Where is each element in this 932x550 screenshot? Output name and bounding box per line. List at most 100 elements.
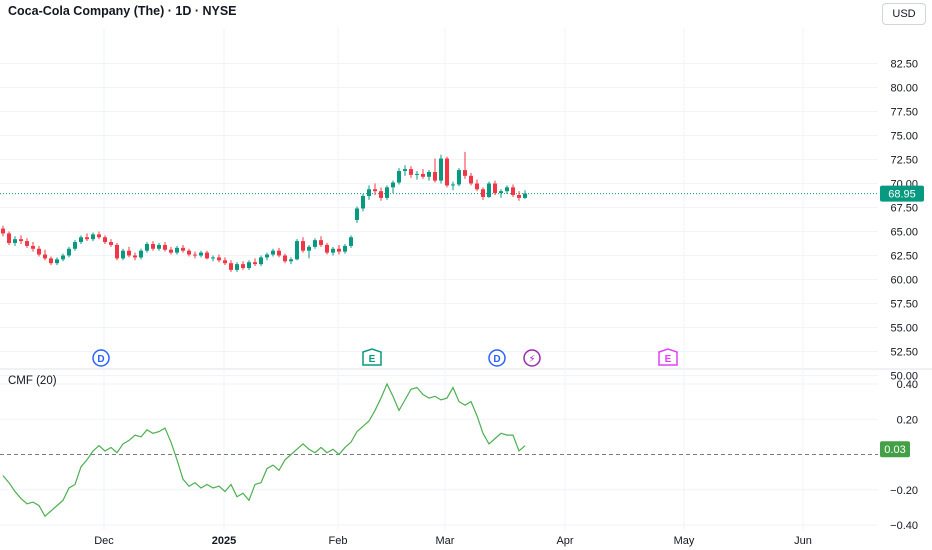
cmf-last-value-tag-label: 0.03 — [884, 444, 905, 456]
candle-body — [433, 171, 437, 181]
candle-body — [265, 254, 269, 258]
candle-body — [55, 259, 59, 264]
time-axis-tick-label: Dec — [94, 535, 114, 547]
candle-body — [415, 173, 419, 175]
cmf-indicator-title[interactable]: CMF (20) — [8, 375, 57, 387]
candle-body — [427, 171, 431, 177]
candle-body — [337, 248, 341, 252]
candle-body — [235, 264, 239, 270]
last-price-tag-bg — [880, 185, 924, 202]
time-axis-tick-label: Feb — [329, 535, 348, 547]
candle-body — [217, 257, 221, 261]
candle-body — [487, 183, 491, 197]
candle-body — [79, 237, 83, 243]
cmf-series-line — [2, 382, 526, 518]
candle-body — [271, 250, 275, 255]
candle-body — [133, 255, 137, 258]
cmf-last-value-tag-bg — [880, 441, 910, 458]
candle-body — [187, 250, 191, 255]
event-marker-shape — [523, 349, 541, 367]
event-marker-earnings-upcoming[interactable]: E — [658, 348, 678, 366]
price-grid — [0, 63, 878, 376]
cmf-axis-tick-label: 0.20 — [897, 414, 918, 426]
candle-body — [325, 244, 329, 253]
event-marker-earnings[interactable]: E — [362, 348, 382, 366]
last-price-tag: 68.95 — [880, 185, 924, 202]
event-marker-label: ⚡ — [528, 354, 535, 365]
candle-body — [295, 241, 299, 260]
candle-body — [451, 184, 455, 186]
currency-button[interactable]: USD — [882, 3, 926, 25]
time-axis-tick-label: Apr — [556, 535, 573, 547]
candle-body — [229, 263, 233, 270]
candle-body — [313, 240, 317, 247]
candle-body — [463, 170, 467, 176]
candle-body — [241, 264, 245, 268]
event-marker-dividend[interactable]: D — [488, 349, 506, 367]
candle-body — [523, 193, 527, 198]
candle-body — [475, 183, 479, 190]
candle-body — [85, 237, 89, 240]
candles — [1, 151, 527, 272]
candle-body — [319, 240, 323, 245]
candle-body — [169, 249, 173, 253]
cmf-axis-tick-label: −0.20 — [890, 485, 918, 497]
event-marker-split[interactable]: ⚡ — [523, 349, 541, 367]
candle-body — [403, 169, 407, 172]
candle-body — [211, 257, 215, 259]
price-axis-tick-label: 67.50 — [890, 203, 918, 215]
candle-body — [199, 252, 203, 256]
candle-body — [49, 258, 53, 264]
cmf-axis-tick-label: 0.40 — [897, 379, 918, 391]
event-marker-label: D — [97, 354, 104, 365]
candle-body — [277, 250, 281, 256]
candle-body — [481, 189, 485, 197]
price-axis-tick-label: 72.50 — [890, 155, 918, 167]
candle-body — [91, 234, 95, 240]
candle-body — [493, 183, 497, 194]
candle-body — [259, 257, 263, 265]
candle-body — [193, 254, 197, 256]
event-marker-label: E — [665, 354, 672, 365]
price-axis-tick-label: 82.50 — [890, 59, 918, 71]
candle-body — [343, 245, 347, 252]
event-marker-label: E — [369, 354, 376, 365]
price-axis-tick-label: 75.00 — [890, 131, 918, 143]
candle-body — [253, 262, 257, 265]
candle-body — [127, 250, 131, 256]
candle-body — [73, 242, 77, 249]
candle-body — [13, 239, 17, 244]
price-axis-tick-label: 57.50 — [890, 299, 918, 311]
price-axis-tick-label: 65.00 — [890, 227, 918, 239]
candle-body — [361, 195, 365, 209]
last-price-tag-label: 68.95 — [888, 189, 916, 201]
candle-body — [103, 237, 107, 243]
candle-body — [145, 243, 149, 251]
event-marker-dividend[interactable]: D — [92, 349, 110, 367]
candle-body — [517, 195, 521, 198]
candle-body — [115, 244, 119, 259]
candle-body — [301, 241, 305, 251]
candle-body — [157, 244, 161, 249]
candle-body — [445, 158, 449, 186]
candle-body — [121, 250, 125, 259]
candle-body — [223, 260, 227, 264]
event-marker-shape — [658, 348, 678, 366]
price-axis-tick-label: 62.50 — [890, 251, 918, 263]
candle-body — [499, 191, 503, 194]
candle-body — [67, 248, 71, 256]
candle-body — [409, 169, 413, 175]
candle-body — [373, 189, 377, 192]
candle-body — [457, 170, 461, 185]
candle-body — [205, 252, 209, 259]
candle-body — [505, 187, 509, 192]
candle-body — [289, 259, 293, 262]
candle-body — [367, 189, 371, 196]
time-axis-tick-label: May — [674, 535, 695, 547]
candle-body — [283, 255, 287, 262]
candle-body — [307, 246, 311, 251]
price-axis-tick-label: 60.00 — [890, 275, 918, 287]
candle-body — [439, 158, 443, 181]
candle-body — [331, 248, 335, 253]
